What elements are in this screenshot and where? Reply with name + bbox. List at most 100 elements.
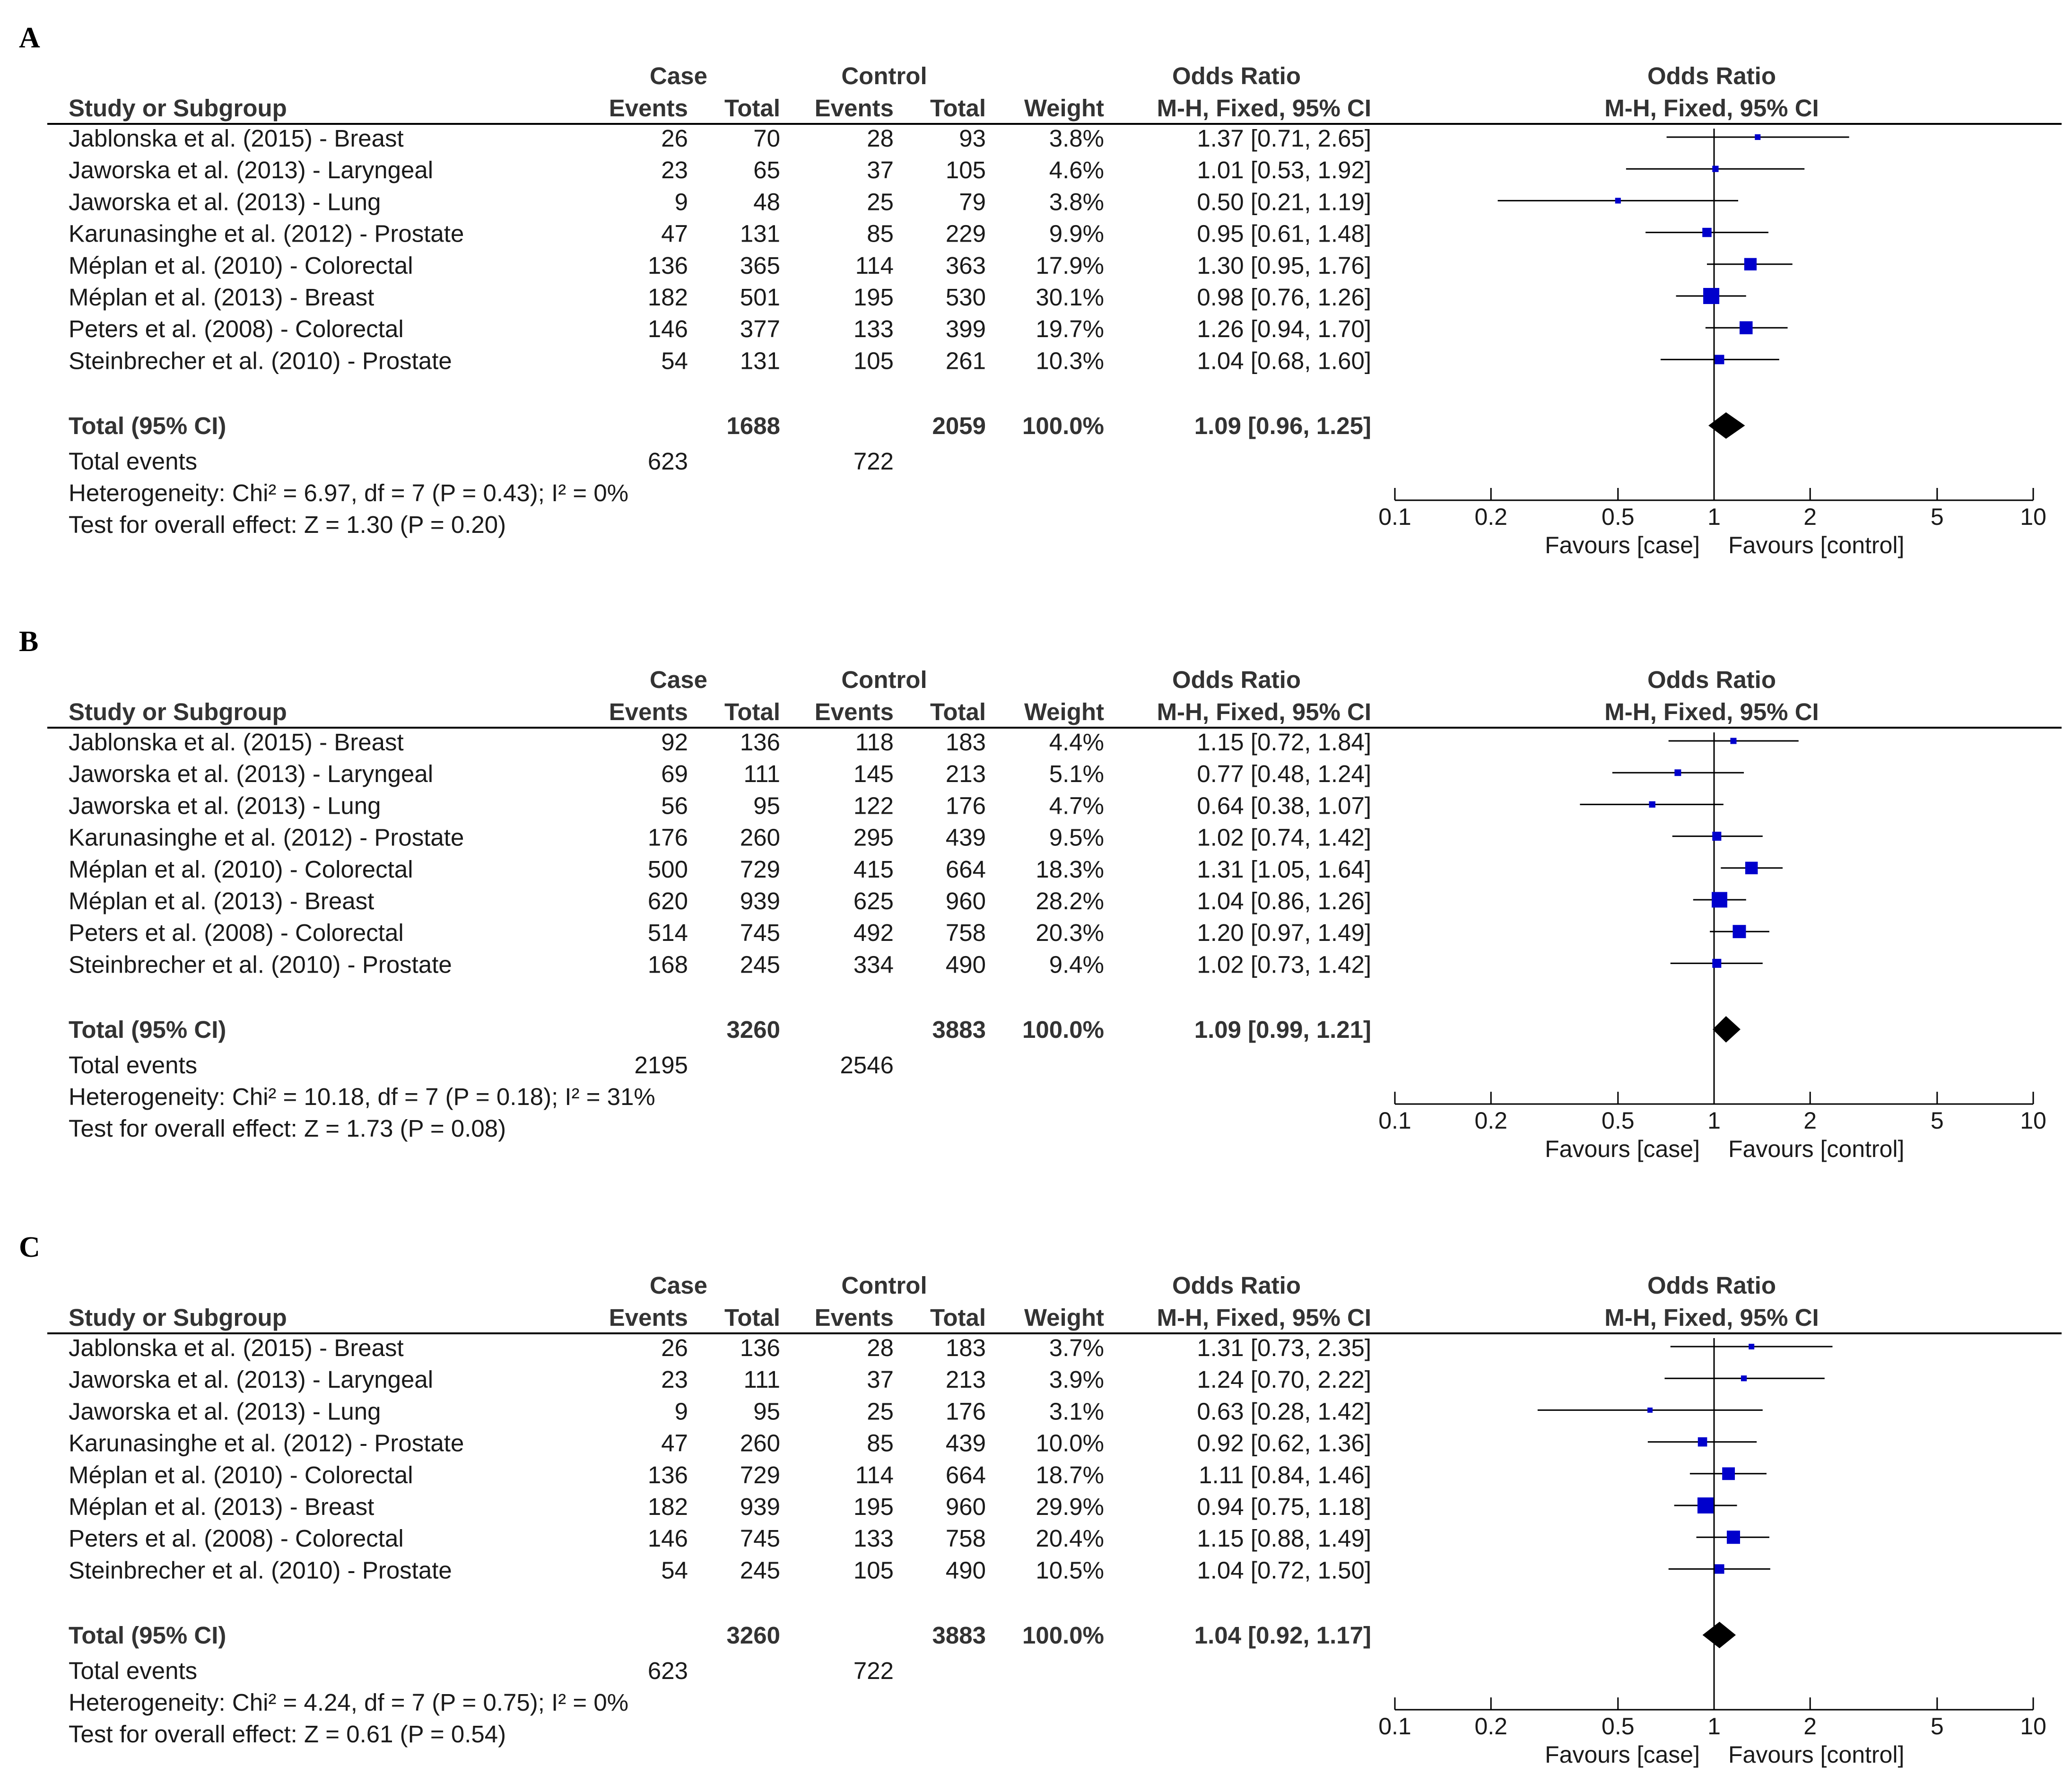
total-events-case: 623 (648, 448, 688, 475)
study-marker (1715, 355, 1724, 365)
study-marker (1697, 1497, 1714, 1513)
header-odds-ratio-plot: Odds Ratio (1647, 1272, 1776, 1299)
x-tick-label: 10 (2020, 1107, 2046, 1134)
study-odds-ratio-ci: 1.31 [0.73, 2.35] (1197, 1334, 1371, 1361)
study-name: Méplan et al. (2010) - Colorectal (69, 856, 413, 883)
control-total: 530 (946, 284, 986, 311)
study-marker (1702, 227, 1712, 237)
case-total: 377 (740, 315, 780, 342)
study-weight: 4.7% (1049, 792, 1104, 819)
total-weight: 100.0% (1022, 1016, 1104, 1043)
study-name: Jaworska et al. (2013) - Laryngeal (69, 760, 433, 787)
study-name: Jaworska et al. (2013) - Lung (69, 1398, 381, 1425)
favours-control-label: Favours [control] (1728, 1136, 1904, 1162)
header-control-events: Events (815, 95, 894, 122)
study-odds-ratio-ci: 1.26 [0.94, 1.70] (1197, 315, 1371, 342)
study-name: Jablonska et al. (2015) - Breast (69, 729, 404, 756)
study-odds-ratio-ci: 1.04 [0.86, 1.26] (1197, 887, 1371, 914)
x-tick-label: 1 (1707, 1713, 1721, 1740)
case-events: 176 (648, 824, 688, 851)
case-total: 48 (753, 188, 780, 215)
panel-label: A (19, 22, 40, 54)
study-row: Jaworska et al. (2013) - Lung 56 95 122 176 4… (69, 792, 1724, 819)
total-events-label: Total events (69, 448, 197, 475)
case-total: 136 (740, 729, 780, 756)
header-study: Study or Subgroup (69, 1304, 287, 1331)
control-events: 295 (853, 824, 894, 851)
study-marker (1703, 287, 1720, 304)
study-row: Méplan et al. (2013) - Breast 182 501 195 53… (69, 284, 1746, 311)
total-odds-ratio-ci: 1.04 [0.92, 1.17] (1194, 1622, 1371, 1649)
study-name: Méplan et al. (2010) - Colorectal (69, 252, 413, 279)
total-events-control: 722 (853, 1657, 894, 1684)
case-total: 745 (740, 919, 780, 946)
control-total: 183 (946, 1334, 986, 1361)
study-odds-ratio-ci: 0.50 [0.21, 1.19] (1197, 188, 1371, 215)
favours-control-label: Favours [control] (1728, 532, 1904, 558)
study-name: Peters et al. (2008) - Colorectal (69, 1525, 404, 1552)
study-odds-ratio-ci: 0.98 [0.76, 1.26] (1197, 284, 1371, 311)
x-tick-label: 0.1 (1378, 504, 1411, 530)
x-tick-label: 0.5 (1602, 1713, 1635, 1740)
panel-label: B (19, 626, 38, 658)
case-total: 245 (740, 1557, 780, 1583)
header-weight: Weight (1024, 698, 1104, 725)
case-events: 514 (648, 919, 688, 946)
header-case-events: Events (609, 95, 688, 122)
forest-panel-a: A Case Control Odds Ratio Odds Ratio Study or… (19, 22, 2062, 558)
control-events: 85 (867, 220, 894, 247)
x-tick-label: 0.5 (1602, 1107, 1635, 1134)
control-total: 490 (946, 1557, 986, 1583)
study-odds-ratio-ci: 0.77 [0.48, 1.24] (1197, 760, 1371, 787)
forest-panel-b: B Case Control Odds Ratio Odds Ratio Study or… (19, 626, 2062, 1162)
control-events: 28 (867, 1334, 894, 1361)
control-total: 79 (959, 188, 986, 215)
total-label: Total (95% CI) (69, 1622, 226, 1649)
study-marker (1749, 1344, 1755, 1349)
study-weight: 10.3% (1036, 347, 1104, 374)
total-label: Total (95% CI) (69, 412, 226, 439)
study-name: Karunasinghe et al. (2012) - Prostate (69, 1430, 464, 1457)
case-total: 95 (753, 792, 780, 819)
study-row: Steinbrecher et al. (2010) - Prostate 54 2… (69, 1557, 1770, 1583)
study-weight: 9.5% (1049, 824, 1104, 851)
control-events: 334 (853, 951, 894, 978)
study-odds-ratio-ci: 1.11 [0.84, 1.46] (1199, 1461, 1371, 1488)
header-odds-ratio: Odds Ratio (1172, 666, 1301, 693)
control-events: 145 (853, 760, 894, 787)
case-total: 65 (753, 157, 780, 183)
study-marker (1726, 1531, 1740, 1544)
study-marker (1649, 801, 1655, 808)
study-weight: 9.4% (1049, 951, 1104, 978)
favours-case-label: Favours [case] (1545, 1741, 1700, 1768)
study-odds-ratio-ci: 0.92 [0.62, 1.36] (1197, 1430, 1371, 1457)
total-control-total: 3883 (932, 1622, 986, 1649)
control-events: 105 (853, 347, 894, 374)
control-total: 176 (946, 792, 986, 819)
study-weight: 10.5% (1036, 1557, 1104, 1583)
control-total: 960 (946, 887, 986, 914)
header-case-events: Events (609, 1304, 688, 1331)
study-weight: 3.8% (1049, 125, 1104, 152)
control-events: 625 (853, 887, 894, 914)
study-name: Jaworska et al. (2013) - Lung (69, 792, 381, 819)
total-case-total: 3260 (727, 1016, 780, 1043)
control-events: 133 (853, 315, 894, 342)
x-tick-label: 0.1 (1378, 1107, 1411, 1134)
header-control-total: Total (930, 95, 986, 122)
control-total: 176 (946, 1398, 986, 1425)
header-weight: Weight (1024, 1304, 1104, 1331)
case-events: 47 (661, 220, 688, 247)
header-control-events: Events (815, 698, 894, 725)
case-total: 95 (753, 1398, 780, 1425)
study-odds-ratio-ci: 1.15 [0.88, 1.49] (1197, 1525, 1371, 1552)
control-events: 37 (867, 1366, 894, 1393)
study-weight: 3.9% (1049, 1366, 1104, 1393)
control-events: 133 (853, 1525, 894, 1552)
study-weight: 4.6% (1049, 157, 1104, 183)
study-weight: 5.1% (1049, 760, 1104, 787)
pooled-estimate-diamond (1713, 1016, 1741, 1043)
case-events: 146 (648, 1525, 688, 1552)
study-odds-ratio-ci: 1.37 [0.71, 2.65] (1197, 125, 1371, 152)
